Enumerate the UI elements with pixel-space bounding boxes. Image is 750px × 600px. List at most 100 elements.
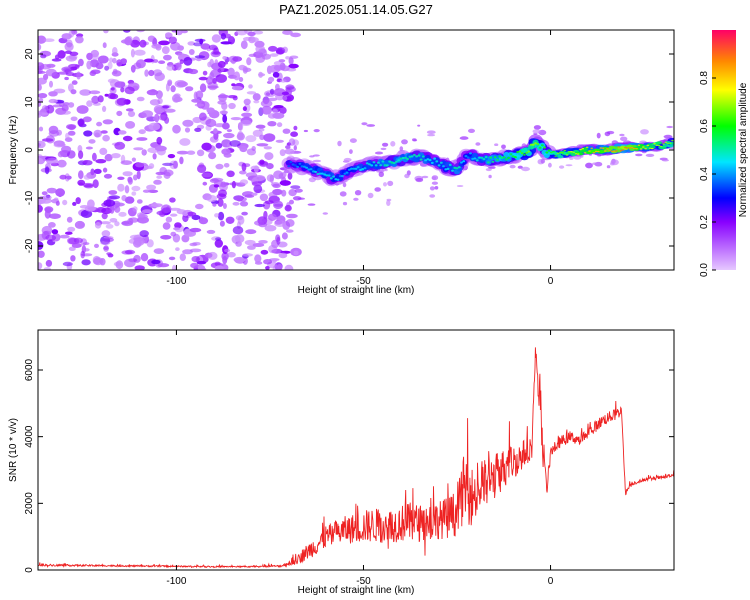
noise-speckle — [133, 174, 138, 181]
noise-speckle — [130, 48, 135, 58]
noise-speckle — [110, 87, 115, 91]
noise-speckle — [282, 95, 288, 101]
noise-speckle — [201, 172, 213, 178]
ridge-mark — [460, 161, 463, 164]
ridge-mark — [511, 155, 515, 158]
noise-speckle — [107, 92, 116, 100]
noise-speckle — [164, 108, 176, 113]
noise-speckle — [136, 30, 145, 33]
ridge-mark — [615, 149, 622, 153]
noise-speckle — [281, 232, 288, 240]
noise-speckle — [184, 127, 191, 133]
noise-speckle — [127, 217, 134, 225]
ridge-mark — [433, 157, 436, 160]
noise-speckle — [114, 221, 120, 227]
ridge-mark — [341, 175, 344, 178]
ridge-mark — [581, 148, 585, 150]
noise-speckle — [272, 188, 283, 196]
noise-speckle — [209, 72, 215, 80]
ridge-mark — [527, 150, 531, 153]
noise-speckle — [286, 213, 298, 219]
noise-speckle — [117, 183, 125, 192]
ridge-mark — [388, 160, 392, 163]
noise-speckle — [78, 170, 84, 180]
noise-speckle — [109, 205, 115, 214]
ridge-mark — [545, 151, 549, 154]
noise-speckle — [62, 199, 68, 206]
noise-speckle — [284, 264, 294, 270]
noise-speckle — [176, 150, 189, 155]
colorbar-gradient — [712, 30, 736, 270]
noise-speckle — [61, 66, 73, 73]
noise-speckle — [221, 148, 231, 155]
noise-speckle — [82, 182, 94, 188]
noise-speckle — [293, 250, 299, 256]
ridge-mark — [305, 166, 308, 169]
noise-speckle — [38, 126, 44, 132]
ridge-mark — [312, 170, 315, 173]
ridge-mark — [410, 155, 414, 158]
colorbar-label: Normalized spectral amplitude — [738, 82, 749, 217]
noise-speckle — [272, 112, 285, 119]
ridge-mark — [377, 161, 380, 164]
noise-speckle — [213, 184, 220, 188]
noise-speckle — [258, 128, 265, 132]
x-tick-label: 0 — [548, 576, 554, 587]
noise-speckle — [278, 59, 286, 63]
noise-speckle — [76, 71, 81, 80]
noise-speckle — [192, 241, 201, 246]
ridge-mark — [336, 178, 340, 181]
noise-speckle — [253, 100, 260, 104]
noise-speckle — [144, 69, 149, 77]
ridge-mark — [592, 152, 596, 154]
noise-speckle — [60, 110, 71, 115]
ridge-mark — [421, 155, 425, 158]
noise-speckle — [118, 130, 127, 135]
noise-speckle — [238, 64, 246, 71]
noise-speckle — [67, 124, 76, 130]
noise-speckle — [254, 220, 265, 226]
snr-xlabel: Height of straight line (km) — [298, 585, 415, 596]
noise-speckle — [252, 243, 265, 247]
side-speckle — [559, 165, 565, 169]
noise-speckle — [223, 132, 235, 139]
ridge-mark — [635, 148, 638, 150]
noise-speckle — [211, 34, 221, 43]
ridge-mark — [442, 165, 445, 168]
noise-speckle — [194, 127, 202, 132]
noise-speckle — [233, 256, 246, 263]
noise-speckle — [48, 130, 60, 137]
noise-speckle — [38, 43, 42, 51]
side-speckle — [475, 142, 481, 146]
side-speckle — [399, 146, 404, 151]
ridge-mark — [446, 167, 450, 170]
noise-speckle — [242, 106, 247, 112]
noise-speckle — [148, 122, 161, 131]
ridge-mark — [496, 158, 499, 161]
side-speckle — [429, 194, 436, 198]
noise-speckle — [219, 110, 228, 115]
noise-speckle — [102, 42, 107, 49]
noise-speckle — [133, 62, 142, 70]
ridge-mark — [395, 160, 398, 163]
ridge-mark — [576, 153, 580, 155]
x-tick-label: -50 — [356, 576, 371, 587]
noise-speckle — [100, 221, 111, 225]
noise-speckle — [38, 250, 45, 258]
colorbar-tick-label: 0.6 — [699, 119, 710, 133]
noise-speckle — [196, 149, 205, 157]
snr-frame — [37, 329, 675, 571]
ridge-mark — [368, 163, 371, 166]
noise-speckle — [156, 210, 166, 216]
snr-ylabel: SNR (10 * v/v) — [8, 418, 19, 482]
noise-speckle — [274, 220, 286, 228]
noise-speckle — [242, 191, 254, 198]
noise-speckle — [191, 256, 200, 263]
noise-speckle — [248, 84, 253, 89]
noise-speckle — [48, 213, 61, 219]
noise-speckle — [228, 102, 236, 110]
noise-speckle — [57, 50, 66, 59]
noise-speckle — [232, 226, 244, 235]
side-speckle — [610, 159, 619, 166]
